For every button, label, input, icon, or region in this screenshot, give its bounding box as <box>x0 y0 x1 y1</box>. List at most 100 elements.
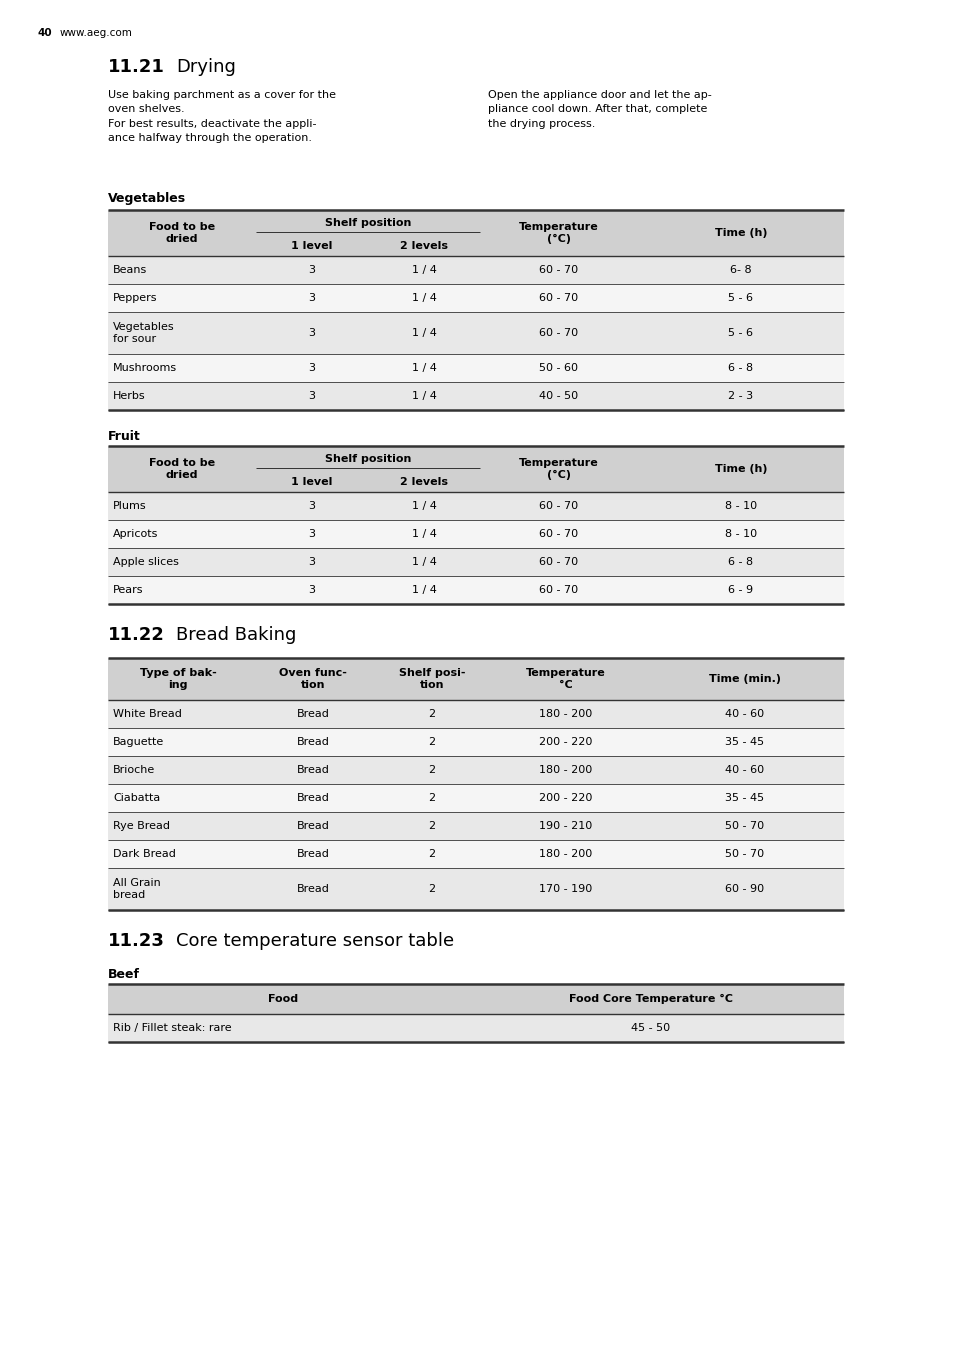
Text: Beans: Beans <box>112 265 147 274</box>
Text: Type of bak-
ing: Type of bak- ing <box>139 668 216 691</box>
Text: 40 - 60: 40 - 60 <box>724 708 763 719</box>
Text: 60 - 70: 60 - 70 <box>538 557 578 566</box>
Text: 3: 3 <box>308 502 315 511</box>
Text: 2: 2 <box>428 737 436 748</box>
Text: 60 - 70: 60 - 70 <box>538 293 578 303</box>
Text: Ciabatta: Ciabatta <box>112 794 160 803</box>
Text: 40: 40 <box>38 28 52 38</box>
Text: Apricots: Apricots <box>112 529 158 539</box>
Text: Dark Bread: Dark Bread <box>112 849 175 859</box>
Text: 60 - 70: 60 - 70 <box>538 265 578 274</box>
Text: 1 / 4: 1 / 4 <box>411 557 436 566</box>
Text: Baguette: Baguette <box>112 737 164 748</box>
Text: Herbs: Herbs <box>112 391 146 402</box>
Bar <box>108 492 843 521</box>
Text: 8 - 10: 8 - 10 <box>724 502 757 511</box>
Text: Food Core Temperature °C: Food Core Temperature °C <box>568 994 732 1005</box>
Text: 50 - 70: 50 - 70 <box>724 821 763 831</box>
Text: Shelf posi-
tion: Shelf posi- tion <box>398 668 465 691</box>
Bar <box>108 658 843 700</box>
Text: 40 - 50: 40 - 50 <box>538 391 578 402</box>
Text: Time (h): Time (h) <box>714 464 766 475</box>
Text: 60 - 70: 60 - 70 <box>538 502 578 511</box>
Text: 1 level: 1 level <box>291 477 333 487</box>
Text: 180 - 200: 180 - 200 <box>538 708 592 719</box>
Text: 2 - 3: 2 - 3 <box>728 391 753 402</box>
Text: 60 - 70: 60 - 70 <box>538 329 578 338</box>
Text: 2: 2 <box>428 821 436 831</box>
Bar <box>108 576 843 604</box>
Text: 60 - 70: 60 - 70 <box>538 529 578 539</box>
Text: 40 - 60: 40 - 60 <box>724 765 763 775</box>
Text: 3: 3 <box>308 529 315 539</box>
Text: 1 level: 1 level <box>291 241 333 251</box>
Text: 6 - 8: 6 - 8 <box>728 362 753 373</box>
Text: 1 / 4: 1 / 4 <box>411 293 436 303</box>
Bar <box>108 354 843 383</box>
Text: 200 - 220: 200 - 220 <box>538 794 592 803</box>
Text: 35 - 45: 35 - 45 <box>724 737 763 748</box>
Text: 3: 3 <box>308 362 315 373</box>
Text: Shelf position: Shelf position <box>324 218 411 228</box>
Text: 3: 3 <box>308 329 315 338</box>
Text: Bread: Bread <box>296 737 329 748</box>
Text: 1 / 4: 1 / 4 <box>411 585 436 595</box>
Text: Rib / Fillet steak: rare: Rib / Fillet steak: rare <box>112 1023 232 1033</box>
Text: 5 - 6: 5 - 6 <box>728 329 753 338</box>
Bar <box>108 256 843 284</box>
Text: 5 - 6: 5 - 6 <box>728 293 753 303</box>
Bar <box>108 284 843 312</box>
Bar <box>108 727 843 756</box>
Text: 35 - 45: 35 - 45 <box>724 794 763 803</box>
Text: 1 / 4: 1 / 4 <box>411 391 436 402</box>
Text: 2: 2 <box>428 765 436 775</box>
Text: 50 - 60: 50 - 60 <box>539 362 578 373</box>
Text: 11.23: 11.23 <box>108 932 165 950</box>
Bar <box>108 446 843 492</box>
Text: 170 - 190: 170 - 190 <box>538 884 592 894</box>
Text: Bread: Bread <box>296 708 329 719</box>
Text: 1 / 4: 1 / 4 <box>411 529 436 539</box>
Text: www.aeg.com: www.aeg.com <box>60 28 132 38</box>
Text: 3: 3 <box>308 557 315 566</box>
Bar <box>108 1014 843 1042</box>
Text: Food: Food <box>268 994 297 1005</box>
Text: Drying: Drying <box>175 58 235 76</box>
Text: Bread: Bread <box>296 849 329 859</box>
Text: Bread: Bread <box>296 821 329 831</box>
Text: Bread: Bread <box>296 765 329 775</box>
Bar <box>108 756 843 784</box>
Text: Oven func-
tion: Oven func- tion <box>279 668 347 691</box>
Text: Shelf position: Shelf position <box>324 454 411 464</box>
Text: 190 - 210: 190 - 210 <box>538 821 592 831</box>
Text: 2: 2 <box>428 849 436 859</box>
Text: Apple slices: Apple slices <box>112 557 179 566</box>
Bar <box>108 548 843 576</box>
Text: 3: 3 <box>308 585 315 595</box>
Text: Rye Bread: Rye Bread <box>112 821 170 831</box>
Text: 180 - 200: 180 - 200 <box>538 765 592 775</box>
Bar <box>108 784 843 813</box>
Text: Core temperature sensor table: Core temperature sensor table <box>175 932 454 950</box>
Text: All Grain
bread: All Grain bread <box>112 877 161 900</box>
Text: Time (h): Time (h) <box>714 228 766 238</box>
Text: Pears: Pears <box>112 585 143 595</box>
Text: Food to be
dried: Food to be dried <box>149 222 214 245</box>
Text: Use baking parchment as a cover for the
oven shelves.
For best results, deactiva: Use baking parchment as a cover for the … <box>108 91 335 143</box>
Bar <box>108 521 843 548</box>
Text: Temperature
(°C): Temperature (°C) <box>518 458 598 480</box>
Text: Temperature
°C: Temperature °C <box>525 668 605 691</box>
Text: 6- 8: 6- 8 <box>729 265 751 274</box>
Text: 180 - 200: 180 - 200 <box>538 849 592 859</box>
Text: Time (min.): Time (min.) <box>708 675 781 684</box>
Text: Food to be
dried: Food to be dried <box>149 458 214 480</box>
Text: 8 - 10: 8 - 10 <box>724 529 757 539</box>
Text: 2 levels: 2 levels <box>399 241 448 251</box>
Text: Plums: Plums <box>112 502 147 511</box>
Text: Brioche: Brioche <box>112 765 155 775</box>
Text: 3: 3 <box>308 265 315 274</box>
Bar <box>108 312 843 354</box>
Text: 45 - 50: 45 - 50 <box>631 1023 670 1033</box>
Text: 3: 3 <box>308 391 315 402</box>
Text: 3: 3 <box>308 293 315 303</box>
